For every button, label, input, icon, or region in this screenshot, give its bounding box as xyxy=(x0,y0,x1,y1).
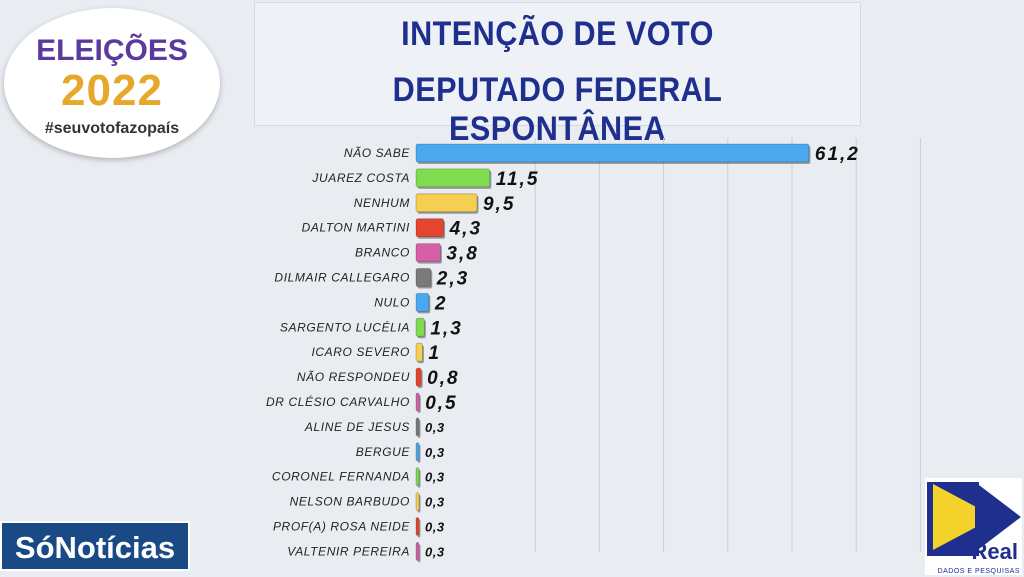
value-label: 0,3 xyxy=(425,420,445,435)
bar xyxy=(415,492,420,512)
bar xyxy=(415,467,420,487)
real-logo-arrow-icon xyxy=(927,482,1021,556)
category-label: SARGENTO LUCÉLIA xyxy=(280,319,410,334)
category-label: DR CLÉSIO CARVALHO xyxy=(266,394,410,409)
bar xyxy=(415,218,445,238)
value-label: 2 xyxy=(434,293,448,314)
bar xyxy=(415,342,423,362)
bar xyxy=(415,442,420,462)
category-label: PROF(A) ROSA NEIDE xyxy=(273,520,410,534)
value-label: 0,3 xyxy=(425,495,445,510)
eleicoes-logo-tagline: #seuvotofazopaís xyxy=(44,120,180,137)
category-label: DILMAIR CALLEGARO xyxy=(274,271,410,285)
value-label: 0,8 xyxy=(427,368,459,389)
bar xyxy=(415,392,420,412)
bar xyxy=(415,143,810,163)
category-label: ALINE DE JESUS xyxy=(304,420,410,434)
eleicoes-2022-logo: ELEIÇÕES 2022 #seuvotofazopaís xyxy=(4,8,220,158)
category-label: CORONEL FERNANDA xyxy=(272,470,410,484)
eleicoes-logo-word: ELEIÇÕES xyxy=(36,34,188,67)
bar xyxy=(415,243,441,263)
value-label: 3,8 xyxy=(446,244,478,265)
value-label: 1 xyxy=(428,343,441,364)
category-label: DALTON MARTINI xyxy=(302,221,410,235)
category-label: ICARO SEVERO xyxy=(311,345,410,359)
value-label: 0,3 xyxy=(425,544,445,559)
real-logo-word: Real xyxy=(971,539,1018,564)
category-label: NÃO RESPONDEU xyxy=(297,370,410,384)
value-label: 9,5 xyxy=(483,194,515,215)
category-label: NÃO SABE xyxy=(344,146,411,160)
value-label: 0,3 xyxy=(425,445,445,460)
eleicoes-logo-year: 2022 xyxy=(61,66,163,115)
category-label: NULO xyxy=(374,295,410,309)
bar xyxy=(415,542,420,561)
real-pesquisas-logo: Real DADOS E PESQUISAS xyxy=(925,478,1022,575)
value-label: 2,3 xyxy=(436,269,469,290)
value-label: 61,2 xyxy=(815,144,860,165)
chart-grid xyxy=(534,138,921,552)
bar xyxy=(415,517,420,536)
category-label: NENHUM xyxy=(354,196,410,210)
bar xyxy=(415,417,420,437)
bar xyxy=(415,268,432,287)
chart-bars: NÃO SABE 61,2 JUAREZ COSTA 11,5 NENHUM 9,5 DAL… xyxy=(266,143,860,563)
bar xyxy=(415,317,425,337)
category-label: JUAREZ COSTA xyxy=(311,171,410,185)
category-label: BRANCO xyxy=(355,246,410,260)
bar xyxy=(415,168,491,188)
category-label: VALTENIR PEREIRA xyxy=(287,544,410,558)
chart-title-line-1: INTENÇÃO DE VOTO xyxy=(401,15,714,53)
value-label: 1,3 xyxy=(430,318,462,339)
value-label: 4,3 xyxy=(449,219,482,240)
value-label: 11,5 xyxy=(496,169,540,190)
value-label: 0,5 xyxy=(425,393,457,414)
category-label: BERGUE xyxy=(356,445,411,459)
bar xyxy=(415,193,478,213)
sonoticias-logo: SóNotícias xyxy=(0,521,190,571)
category-label: NELSON BARBUDO xyxy=(290,495,410,509)
chart-title-box: INTENÇÃO DE VOTO DEPUTADO FEDERAL ESPONT… xyxy=(254,2,861,148)
chart-title-line-2: DEPUTADO FEDERAL ESPONTÂNEA xyxy=(392,71,723,148)
bar xyxy=(415,292,430,312)
value-label: 0,3 xyxy=(425,470,445,485)
real-logo-subtitle: DADOS E PESQUISAS xyxy=(937,568,1020,575)
value-label: 0,3 xyxy=(425,520,445,535)
bar xyxy=(415,367,422,387)
